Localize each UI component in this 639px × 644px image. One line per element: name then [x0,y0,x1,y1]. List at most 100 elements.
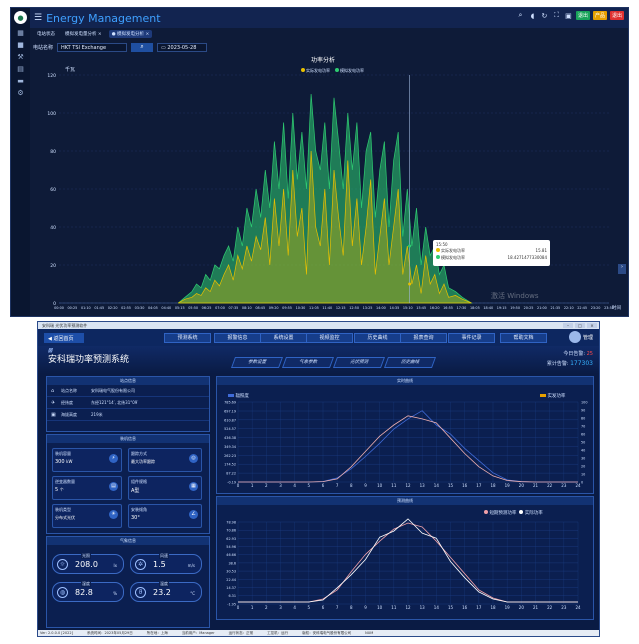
y-tick-label: 40 [50,225,56,231]
close-button[interactable]: × [587,323,597,328]
card-value: A型 [131,488,140,494]
y2-tick-label: 80 [581,417,585,421]
fullscreen-icon[interactable]: ⛶ [554,11,559,19]
x-tick-label: 4 [293,483,296,488]
sidebar-item-server[interactable]: ▬ [11,75,30,87]
y2-tick-label: 30 [581,457,585,461]
y-tick-label: 0 [53,301,56,307]
window-titlebar: 安科瑞 光伏功率预测软件 – □ × [38,322,599,329]
today-alarm-label: 今日告警: [563,351,586,357]
forecast-charts[interactable]: 785.69697.19610.87524.57436.38349.34262.… [38,322,600,637]
tilt-icon: ∠ [189,510,198,519]
status-ipc: 工控机：运行 [267,631,289,635]
y2-tick-label: 20 [581,465,585,469]
x-tick-label: 15:10 [403,306,413,310]
card-type: 装机类型 分布式光伏 ☀ [52,504,122,528]
folder-icon: ■ [17,41,24,49]
badge-exit[interactable]: 退出 [575,11,590,20]
avatar [568,331,581,343]
realtime-right-legend: 实发功率 [540,393,565,399]
gauge-wind: 风速 ✲ 1.5 m/s [130,553,202,574]
side-toggle[interactable]: › [618,264,626,274]
y-tick-label: 436.38 [224,436,236,440]
y2-tick-label: 40 [581,449,585,453]
nav-forecast[interactable]: 预测系统 [164,333,211,343]
x-tick-label: 08:10 [242,306,252,310]
gauge-temp: 温度 ϑ 23.2 °C [130,581,202,602]
x-tick-label: 03:30 [135,306,145,310]
date-value: 2023-05-28 [167,44,197,51]
power-chart[interactable]: 0 20 40 60 80 100 120 00:00 00:25 01:10 01:45 02:20… [11,8,629,317]
left-legend-label: 辐照度 [235,394,249,399]
nav-help[interactable]: 帮助文档 [500,333,547,343]
tab-sim-energy[interactable]: 模拟发电量分析 × [65,31,102,37]
badge-product[interactable]: 产品 [592,11,607,20]
x-tick-label: 24 [575,605,581,610]
card-value: 分布式光伏 [55,515,75,520]
nav-events[interactable]: 事件记录 [448,333,495,343]
weather-header: 气象信息 [47,537,209,545]
chart-tooltip: 15:50 实际发电功率 15.81 模拟发电功率 18.4271477330084 [433,240,550,266]
search-button[interactable]: ⌕ [131,42,154,52]
screen-icon[interactable]: ▣ [565,11,572,20]
station-select[interactable]: HKT TSI Exchange [57,42,128,52]
sidebar-item-settings[interactable]: ⚙ [11,87,30,99]
x-tick-label: 19:15 [497,306,507,310]
capacity-icon: ⚡ [109,454,118,463]
user-menu[interactable]: 管理 [568,331,593,343]
x-tick-label: 14:35 [389,306,399,310]
nav-report[interactable]: 报表查询 [400,333,447,343]
x-tick-label: 0 [237,605,240,610]
date-picker[interactable]: ▭ 2023-05-28 [157,42,208,52]
legend-actual[interactable]: 实际发电功率 [301,68,330,74]
info-row: ✈ 经纬度 东经121°14′, 北纬31°09′ [47,397,209,409]
refresh-icon[interactable]: ↻ [541,11,548,20]
series-line-1 [238,415,578,483]
card-unit: kW [66,459,73,464]
right-legend-label: 实发功率 [547,394,566,399]
sidebar-item-files[interactable]: ■ [11,39,30,51]
back-home-button[interactable]: ◀ 返回首页 [44,333,84,343]
back-label: 返回首页 [53,336,74,342]
x-tick-label: 02:20 [108,306,118,310]
chart-title: 功率分析 [311,57,336,64]
y-axis-unit: 千瓦 [65,67,76,73]
y-tick-label: 610.87 [224,418,236,422]
maximize-button[interactable]: □ [575,323,585,328]
x-tick-label: 07:00 [215,306,225,310]
gauge-value: 23.2 [153,588,171,597]
status-bar: Ver: 2.0.0.0 [2022] 系统时间：2023年05月29日 所在地… [38,630,599,636]
x-tick-label: 21:35 [550,306,560,310]
nav-video[interactable]: 视频监控 [306,333,353,343]
tab-sim-analysis[interactable]: ● 模拟发电分析 × [108,29,153,38]
x-tick-label: 12:50 [349,306,359,310]
sound-icon[interactable]: ◖ [530,11,535,20]
menu-icon[interactable]: ☰ [34,13,43,23]
card-module: 组件规格 A型 ▦ [128,476,202,500]
badge-logout[interactable]: 退出 [609,11,624,20]
today-alarm-value: 25 [586,351,593,357]
x-tick-label: 02:55 [121,306,131,310]
search-icon[interactable]: ⌕ [518,11,523,19]
x-tick-label: 0 [237,483,240,488]
legend-sim[interactable]: 模拟发电功率 [335,68,364,74]
sidebar-item-tools[interactable]: ⚒ [11,51,30,63]
tab-station-status[interactable]: 电站状态 [37,31,55,37]
gauge-label: 光照 [81,553,91,559]
decor-stripes: ////// [48,348,53,354]
user-name: 管理 [582,334,593,341]
sidebar-item-monitor[interactable]: ▦ [11,27,30,39]
window-controls: – □ × [563,323,597,328]
top-bar: ☰ Energy Management ⌕ ◖ ↻ ⛶ ▣ 退出 产品 退出 [30,8,628,28]
card-inverters: 逆变器数量 5 个 ▤ [52,476,122,500]
station-label: 电站名称 [33,44,54,51]
forecast-legend-a: 短期预测功率 [489,511,517,516]
x-tick-label: 13:25 [363,306,373,310]
minimize-button[interactable]: – [563,323,573,328]
x-tick-label: 12:15 [336,306,346,310]
sidebar-item-grid[interactable]: ▤ [11,63,30,75]
y-tick-label: -0.19 [227,481,236,485]
x-tick-label: 4 [293,605,296,610]
cursor-point-sim [408,244,412,248]
legend-dot [484,510,488,514]
